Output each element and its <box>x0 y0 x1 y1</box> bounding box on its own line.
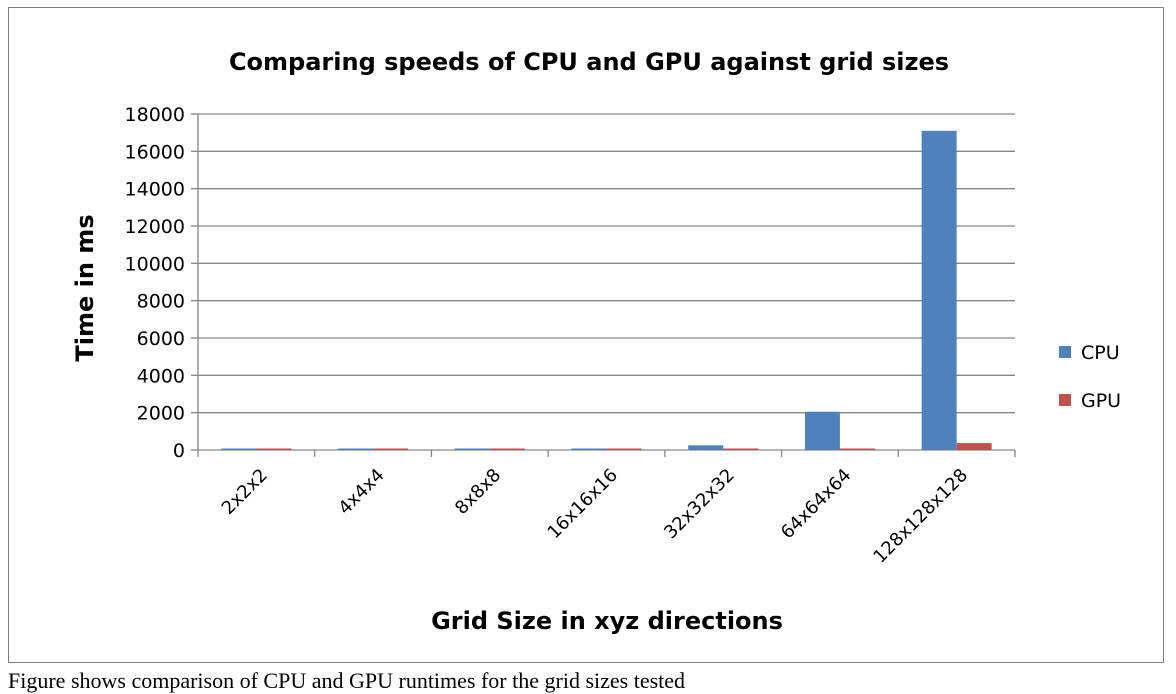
y-tick-label: 10000 <box>125 253 185 275</box>
bar-gpu-16x16x16 <box>606 448 642 450</box>
bars <box>221 130 992 451</box>
bar-cpu-2x2x2 <box>221 448 257 450</box>
y-tick-label: 4000 <box>137 365 185 387</box>
x-tick-labels: 2x2x2 4x4x4 8x8x8 16x16x16 32x32x32 64x64x64 1… <box>218 465 973 568</box>
legend-swatch-cpu <box>1059 346 1071 358</box>
legend-swatch-gpu <box>1059 394 1071 406</box>
legend: CPU GPU <box>1059 342 1121 412</box>
y-tick-label: 6000 <box>137 328 185 350</box>
bar-gpu-32x32x32 <box>723 448 759 450</box>
chart-title: Comparing speeds of CPU and GPU against … <box>229 48 949 76</box>
y-tick-label: 18000 <box>125 104 185 126</box>
chart-canvas: Comparing speeds of CPU and GPU against … <box>71 48 1121 635</box>
y-axis-title: Time in ms <box>71 214 99 361</box>
x-tick-label: 32x32x32 <box>660 465 739 544</box>
x-tick-label: 128x128x128 <box>869 465 972 568</box>
axes <box>191 113 1016 457</box>
bar-cpu-128x128x128 <box>921 130 957 451</box>
bar-gpu-64x64x64 <box>839 448 875 450</box>
x-axis-title: Grid Size in xyz directions <box>431 607 783 635</box>
bar-gpu-2x2x2 <box>256 448 292 450</box>
y-tick-label: 12000 <box>125 216 185 238</box>
y-tick-label: 14000 <box>125 179 185 201</box>
gridlines <box>198 113 1015 414</box>
figure-caption: Figure shows comparison of CPU and GPU r… <box>8 668 686 693</box>
y-tick-label: 2000 <box>137 403 185 425</box>
bar-cpu-4x4x4 <box>338 448 374 450</box>
legend-label-cpu: CPU <box>1081 342 1120 364</box>
bar-cpu-32x32x32 <box>688 445 724 450</box>
y-tick-labels: 0 2000 4000 6000 8000 10000 12000 14000 16000 180… <box>125 104 185 462</box>
x-tick-label: 8x8x8 <box>451 465 505 519</box>
bar-gpu-4x4x4 <box>373 448 409 450</box>
bar-cpu-8x8x8 <box>454 448 490 450</box>
x-tick-label: 2x2x2 <box>218 465 272 519</box>
legend-label-gpu: GPU <box>1081 390 1121 412</box>
y-tick-label: 16000 <box>125 141 185 163</box>
x-tick-label: 16x16x16 <box>544 465 623 544</box>
bar-gpu-128x128x128 <box>956 443 992 450</box>
bar-cpu-64x64x64 <box>804 411 840 450</box>
chart-frame: Comparing speeds of CPU and GPU against … <box>8 7 1164 663</box>
bar-gpu-8x8x8 <box>489 448 525 450</box>
bar-cpu-16x16x16 <box>571 448 607 450</box>
x-tick-label: 64x64x64 <box>777 465 856 544</box>
y-tick-label: 8000 <box>137 291 185 313</box>
y-tick-label: 0 <box>173 440 185 462</box>
x-tick-label: 4x4x4 <box>334 465 388 519</box>
